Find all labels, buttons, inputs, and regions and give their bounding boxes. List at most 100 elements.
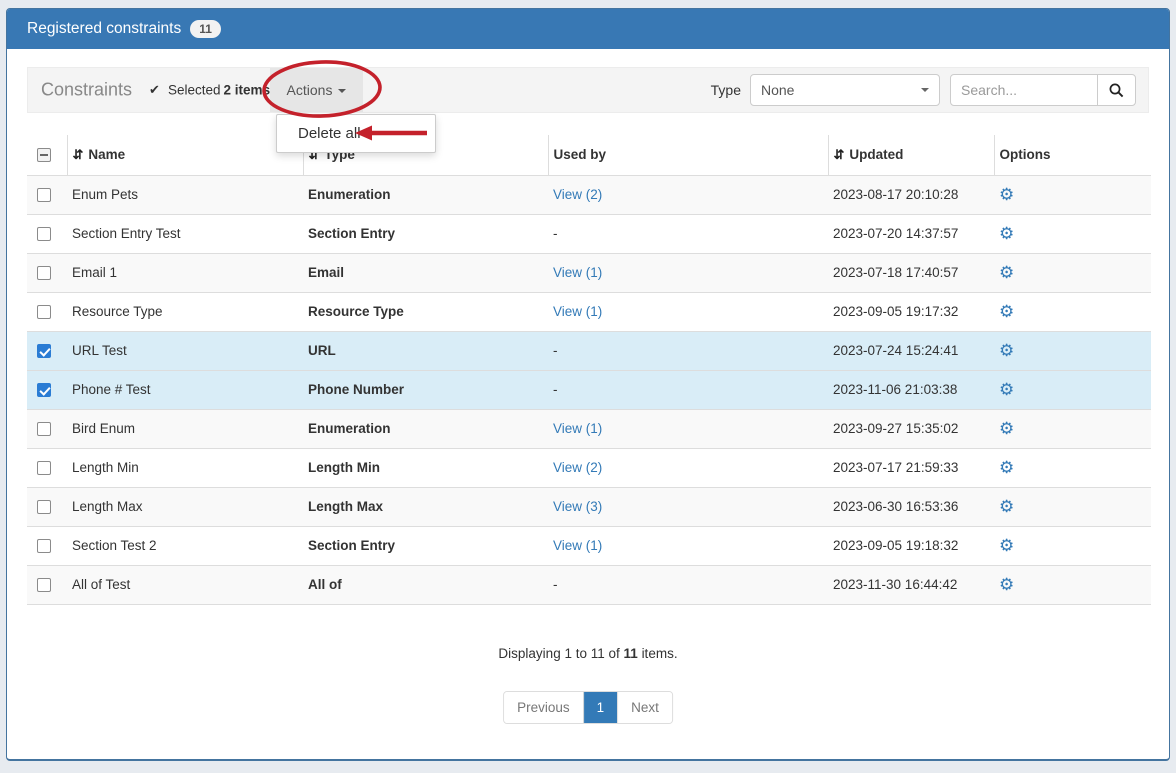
gear-icon[interactable]: ⚙ xyxy=(999,536,1015,555)
table-row: Phone # Test Phone Number - 2023-11-06 2… xyxy=(27,370,1151,410)
sort-icon: ⇵ xyxy=(833,146,845,162)
row-updated: 2023-07-24 15:24:41 xyxy=(828,331,994,371)
used-by-link[interactable]: View (1) xyxy=(553,265,603,280)
actions-dropdown: Delete all xyxy=(276,114,436,153)
row-name: Section Test 2 xyxy=(67,526,303,566)
type-select[interactable]: None xyxy=(750,74,940,106)
gear-icon[interactable]: ⚙ xyxy=(999,302,1015,321)
row-type: Enumeration xyxy=(303,175,548,215)
used-by-cell: - xyxy=(553,577,558,592)
used-by-link[interactable]: View (2) xyxy=(553,460,603,475)
display-info: Displaying 1 to 11 of 11 items. xyxy=(498,646,678,661)
row-checkbox[interactable] xyxy=(37,578,51,593)
row-name: Email 1 xyxy=(67,253,303,293)
used-by-link[interactable]: View (1) xyxy=(553,304,603,319)
row-type: Length Min xyxy=(303,448,548,488)
filter-controls: Type None xyxy=(711,74,1136,106)
page-current[interactable]: 1 xyxy=(582,692,618,723)
page-next[interactable]: Next xyxy=(617,692,672,723)
row-checkbox[interactable] xyxy=(37,539,51,554)
column-header-used-by: Used by xyxy=(547,135,828,176)
table-body: Enum Pets Enumeration View (2) 2023-08-1… xyxy=(27,175,1151,605)
row-type: Section Entry xyxy=(303,526,548,566)
column-header-updated[interactable]: ⇵ Updated xyxy=(827,135,994,176)
row-type: Email xyxy=(303,253,548,293)
gear-icon[interactable]: ⚙ xyxy=(999,419,1015,438)
row-name: Bird Enum xyxy=(67,409,303,449)
used-by-cell: - xyxy=(553,343,558,358)
row-updated: 2023-11-30 16:44:42 xyxy=(828,565,994,605)
row-name: Length Min xyxy=(67,448,303,488)
table-row: Section Test 2 Section Entry View (1) 20… xyxy=(27,526,1151,566)
row-checkbox[interactable] xyxy=(37,500,51,515)
gear-icon[interactable]: ⚙ xyxy=(999,185,1015,204)
gear-icon[interactable]: ⚙ xyxy=(999,263,1015,282)
row-checkbox[interactable] xyxy=(37,383,51,398)
row-checkbox[interactable] xyxy=(37,305,51,320)
table-row: Section Entry Test Section Entry - 2023-… xyxy=(27,214,1151,254)
gear-icon[interactable]: ⚙ xyxy=(999,458,1015,477)
row-checkbox[interactable] xyxy=(37,422,51,437)
search-input[interactable] xyxy=(950,74,1098,106)
table-row: Resource Type Resource Type View (1) 202… xyxy=(27,292,1151,332)
column-header-name[interactable]: ⇵ Name xyxy=(66,135,303,176)
row-name: URL Test xyxy=(67,331,303,371)
gear-icon[interactable]: ⚙ xyxy=(999,341,1015,360)
row-checkbox[interactable] xyxy=(37,227,51,242)
search-button[interactable] xyxy=(1097,74,1136,106)
row-name: Phone # Test xyxy=(67,370,303,410)
table-header: ⇵ Name ⇵ Type Used by ⇵ Updated Options xyxy=(27,135,1151,176)
gear-icon[interactable]: ⚙ xyxy=(999,497,1015,516)
row-type: All of xyxy=(303,565,548,605)
row-type: Enumeration xyxy=(303,409,548,449)
row-checkbox[interactable] xyxy=(37,266,51,281)
row-type: Length Max xyxy=(303,487,548,527)
type-select-value: None xyxy=(761,82,795,98)
row-updated: 2023-07-20 14:37:57 xyxy=(828,214,994,254)
used-by-link[interactable]: View (1) xyxy=(553,538,603,553)
row-checkbox[interactable] xyxy=(37,344,51,359)
row-name: Length Max xyxy=(67,487,303,527)
selected-label: Selected xyxy=(168,82,221,98)
row-type: Section Entry xyxy=(303,214,548,254)
page-title: Registered constraints xyxy=(27,20,182,37)
table-row: Length Max Length Max View (3) 2023-06-3… xyxy=(27,487,1151,527)
row-name: Section Entry Test xyxy=(67,214,303,254)
row-updated: 2023-06-30 16:53:36 xyxy=(828,487,994,527)
row-updated: 2023-07-18 17:40:57 xyxy=(828,253,994,293)
gear-icon[interactable]: ⚙ xyxy=(999,575,1015,594)
gear-icon[interactable]: ⚙ xyxy=(999,224,1015,243)
gear-icon[interactable]: ⚙ xyxy=(999,380,1015,399)
table-row: Enum Pets Enumeration View (2) 2023-08-1… xyxy=(27,175,1151,215)
actions-button[interactable]: Actions xyxy=(270,68,363,112)
toolbar: Constraints ✔ Selected 2 items Actions Ty… xyxy=(27,67,1149,113)
row-updated: 2023-09-05 19:18:32 xyxy=(828,526,994,566)
used-by-link[interactable]: View (1) xyxy=(553,421,603,436)
panel-header: Registered constraints 11 xyxy=(7,9,1169,49)
row-name: Resource Type xyxy=(67,292,303,332)
table-row: Length Min Length Min View (2) 2023-07-1… xyxy=(27,448,1151,488)
table-row: URL Test URL - 2023-07-24 15:24:41 ⚙ xyxy=(27,331,1151,371)
row-updated: 2023-08-17 20:10:28 xyxy=(828,175,994,215)
row-checkbox[interactable] xyxy=(37,461,51,476)
used-by-cell: - xyxy=(553,226,558,241)
caret-down-icon xyxy=(338,89,347,94)
page-previous[interactable]: Previous xyxy=(504,692,583,723)
search-group xyxy=(950,74,1136,106)
table-row: Email 1 Email View (1) 2023-07-18 17:40:… xyxy=(27,253,1151,293)
row-checkbox[interactable] xyxy=(37,188,51,203)
used-by-link[interactable]: View (2) xyxy=(553,187,603,202)
actions-button-label: Actions xyxy=(286,82,333,98)
search-icon xyxy=(1109,83,1124,97)
table-row: Bird Enum Enumeration View (1) 2023-09-2… xyxy=(27,409,1151,449)
sort-icon: ⇵ xyxy=(72,146,84,162)
used-by-link[interactable]: View (3) xyxy=(553,499,603,514)
select-all-checkbox[interactable] xyxy=(37,148,51,163)
row-type: URL xyxy=(303,331,548,371)
menu-item-delete-all[interactable]: Delete all xyxy=(298,125,361,142)
pagination: Previous 1 Next xyxy=(503,691,673,724)
selected-count: 2 items xyxy=(223,82,271,98)
column-header-options: Options xyxy=(993,135,1151,176)
count-badge: 11 xyxy=(190,20,221,38)
